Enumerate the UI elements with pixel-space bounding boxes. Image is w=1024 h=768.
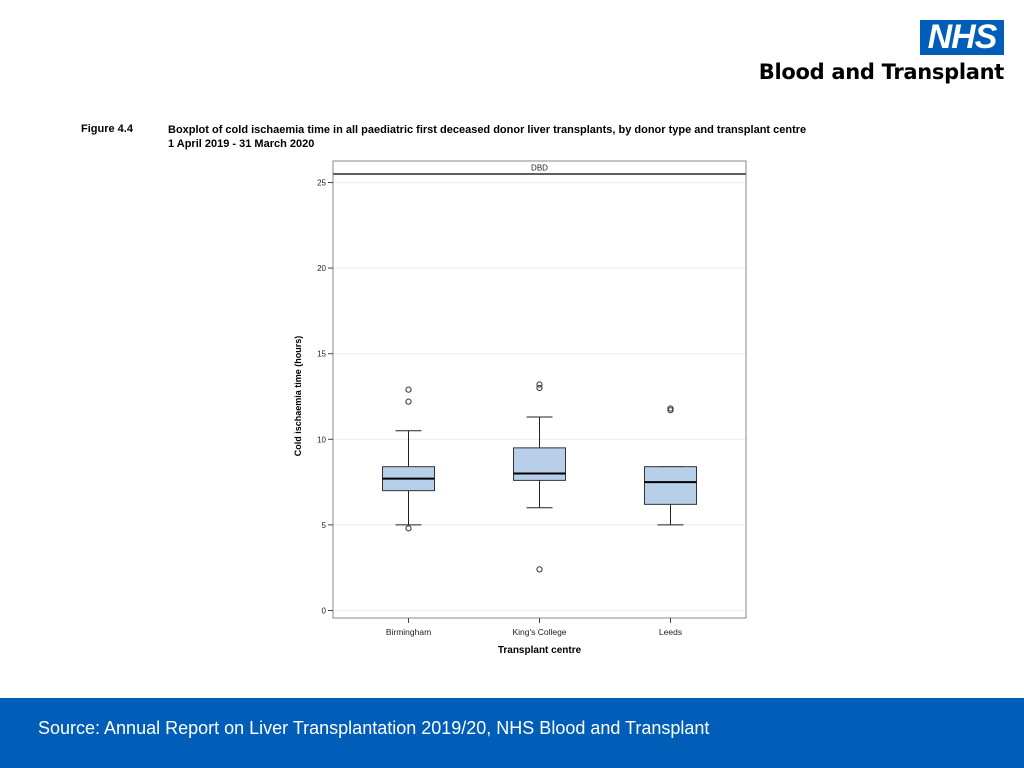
box-leeds [644,466,697,505]
y-tick-label: 10 [317,435,326,444]
y-tick-label: 20 [317,264,326,273]
y-tick-label: 5 [322,521,327,530]
y-tick-label: 15 [317,350,326,359]
y-axis-title: Cold ischaemia time (hours) [293,336,303,457]
x-tick-label: Birmingham [386,627,431,637]
panel-label: DBD [531,164,548,173]
outlier-point-king-s-college [536,381,543,388]
outlier-point-king-s-college [536,384,543,392]
figure-title: Boxplot of cold ischaemia time in all pa… [168,123,806,151]
outlier-point-birmingham [405,386,412,393]
y-tick-label: 25 [317,179,326,188]
plot-frame [332,173,747,619]
x-tick-label: King's College [512,627,566,637]
boxplot-chart: DBD 0 5 10 15 20 25 Cold ischaemia time (hours)… [293,160,747,656]
source-text: Source: Annual Report on Liver Transplan… [38,718,710,738]
figure-title-line2: 1 April 2019 - 31 March 2020 [168,138,315,150]
outlier-point-birmingham [405,525,412,532]
box-king-s-college [513,447,566,481]
outlier-point-leeds [667,405,674,412]
x-axis-title: Transplant centre [498,645,582,656]
footer-bar: Source: Annual Report on Liver Transplan… [0,698,1024,768]
figure-title-line1: Boxplot of cold ischaemia time in all pa… [168,124,807,136]
outlier-point-king-s-college [536,566,543,573]
outlier-point-leeds [667,407,674,414]
nhs-logo: NHS [920,20,1004,55]
x-tick-label: Leeds [659,627,682,637]
org-name: Blood and Transplant [758,60,1005,84]
outlier-point-birmingham [405,398,412,405]
y-tick-label: 0 [322,607,327,616]
figure-label: Figure 4.4 [81,123,133,135]
